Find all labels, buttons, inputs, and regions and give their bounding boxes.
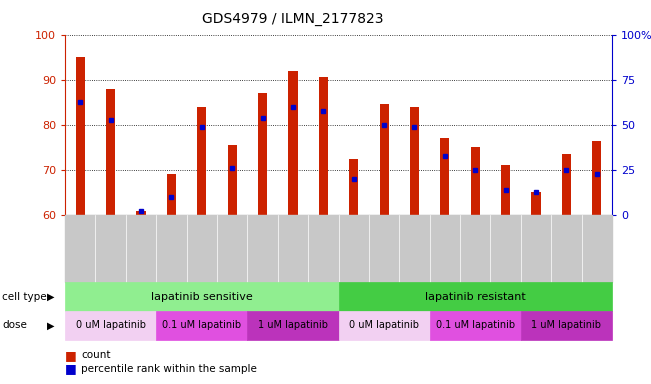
Bar xyxy=(410,107,419,215)
Text: 0 uM lapatinib: 0 uM lapatinib xyxy=(349,320,419,331)
Bar xyxy=(380,104,389,215)
Text: lapatinib resistant: lapatinib resistant xyxy=(425,291,525,302)
Bar xyxy=(197,107,206,215)
Text: ▶: ▶ xyxy=(47,320,55,331)
Bar xyxy=(531,192,540,215)
Bar xyxy=(76,57,85,215)
Bar xyxy=(258,93,267,215)
Text: 0 uM lapatinib: 0 uM lapatinib xyxy=(76,320,146,331)
Bar xyxy=(319,78,328,215)
Text: percentile rank within the sample: percentile rank within the sample xyxy=(81,364,257,374)
Text: dose: dose xyxy=(2,320,27,331)
Text: cell type: cell type xyxy=(2,291,47,302)
Text: 1 uM lapatinib: 1 uM lapatinib xyxy=(531,320,602,331)
Bar xyxy=(501,166,510,215)
Text: lapatinib sensitive: lapatinib sensitive xyxy=(151,291,253,302)
Text: ■: ■ xyxy=(65,349,77,362)
Bar xyxy=(440,138,449,215)
Bar xyxy=(167,174,176,215)
Text: GDS4979 / ILMN_2177823: GDS4979 / ILMN_2177823 xyxy=(202,12,383,25)
Bar xyxy=(592,141,602,215)
Bar xyxy=(228,145,237,215)
Text: 0.1 uM lapatinib: 0.1 uM lapatinib xyxy=(436,320,515,331)
Bar xyxy=(288,71,298,215)
Bar xyxy=(137,210,146,215)
Text: 0.1 uM lapatinib: 0.1 uM lapatinib xyxy=(162,320,242,331)
Bar xyxy=(349,159,358,215)
Bar xyxy=(106,89,115,215)
Text: ■: ■ xyxy=(65,362,77,375)
Bar xyxy=(562,154,571,215)
Text: ▶: ▶ xyxy=(47,291,55,302)
Bar xyxy=(471,147,480,215)
Text: count: count xyxy=(81,350,111,360)
Text: 1 uM lapatinib: 1 uM lapatinib xyxy=(258,320,328,331)
